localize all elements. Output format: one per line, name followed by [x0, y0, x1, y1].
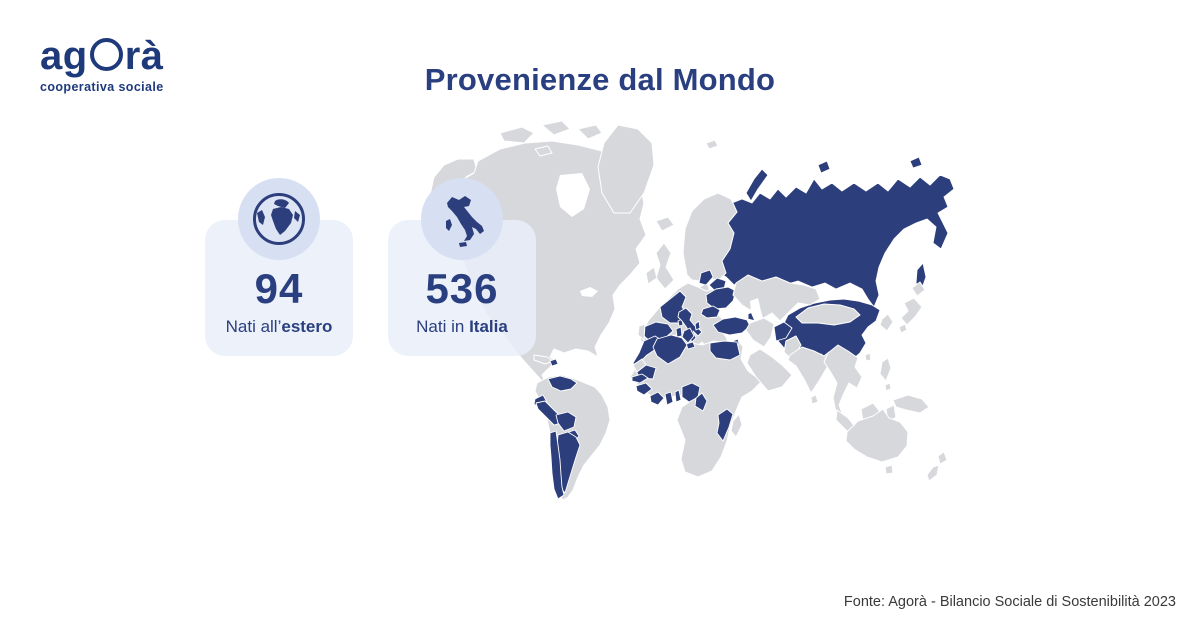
region-korea	[879, 313, 894, 332]
region-new-guinea	[892, 394, 930, 414]
region-india	[787, 346, 834, 394]
region-greenland	[597, 124, 655, 214]
region-southeast-asia	[823, 344, 863, 417]
stat-label-regular: Nati all’	[225, 317, 282, 336]
brand-wordmark: ag rà	[40, 36, 164, 76]
country-cameroon	[694, 392, 708, 412]
country-ivory-coast	[649, 391, 665, 406]
region-novaya-zemlya	[745, 168, 769, 202]
stat-value-born-abroad: 94	[254, 265, 304, 312]
page-title: Provenienze dal Mondo	[424, 62, 776, 97]
region-japan-hokkaido	[911, 281, 926, 297]
region-tasmania	[884, 464, 894, 475]
region-arctic-islands	[577, 124, 603, 140]
country-russia	[708, 174, 955, 308]
italy-icon	[421, 178, 503, 260]
region-arctic-islands	[499, 126, 535, 144]
stat-label-bold: estero	[281, 317, 333, 336]
region-australia	[845, 408, 909, 463]
region-western-sahara	[632, 358, 647, 373]
country-ukraine	[705, 286, 737, 310]
stat-value-born-italy: 536	[425, 265, 499, 312]
region-arabia	[746, 348, 793, 392]
region-sardinia	[675, 326, 683, 338]
country-ghana	[664, 391, 674, 406]
region-new-zealand	[926, 464, 940, 482]
region-japan-honshu	[900, 297, 923, 326]
region-wrangel	[909, 156, 923, 169]
stat-card-born-italy: 536 Nati in Italia	[388, 178, 536, 356]
country-chile	[549, 430, 565, 500]
country-italy	[677, 307, 703, 343]
globe-icon	[238, 178, 320, 260]
region-united-kingdom	[655, 242, 675, 290]
country-dominican-republic	[549, 358, 559, 367]
region-svalbard	[705, 139, 719, 150]
country-algeria	[652, 334, 688, 365]
region-taiwan	[864, 352, 872, 362]
region-sicily	[685, 341, 696, 350]
stat-label-regular: Nati in	[416, 317, 470, 336]
region-portugal	[637, 323, 646, 341]
region-philippines	[879, 357, 892, 382]
brand-logo: ag rà cooperativa sociale	[40, 36, 164, 94]
source-caption: Fonte: Agorà - Bilancio Sociale di Soste…	[843, 594, 1176, 610]
region-new-zealand	[937, 451, 948, 465]
region-arctic-islands	[534, 145, 553, 157]
region-arctic-islands	[541, 120, 571, 136]
country-egypt	[709, 340, 741, 361]
hudson-bay	[556, 173, 590, 217]
country-guinea	[635, 382, 653, 396]
logo-text-ra: rà	[124, 34, 164, 78]
country-belarus	[708, 277, 727, 291]
stat-label-born-italy: Nati in Italia	[388, 317, 536, 337]
region-japan-kyushu	[898, 323, 908, 334]
country-albania	[694, 320, 701, 331]
region-sri-lanka	[810, 394, 819, 405]
logo-o-circle-icon	[89, 38, 123, 71]
region-philippines	[884, 382, 892, 392]
brand-tagline: cooperativa sociale	[40, 80, 164, 94]
logo-text-ag: ag	[40, 34, 88, 78]
region-baltics	[698, 269, 714, 286]
great-lakes	[580, 287, 598, 297]
region-severnaya-zemlya	[817, 160, 831, 174]
country-afghanistan	[773, 321, 793, 342]
country-senegal	[631, 373, 649, 384]
region-iceland	[655, 216, 675, 232]
region-iran	[745, 317, 775, 348]
region-cuba	[533, 354, 554, 365]
region-mongolia	[795, 303, 861, 326]
country-togo-benin	[674, 389, 682, 403]
region-madagascar	[730, 413, 743, 438]
country-bolivia	[555, 411, 577, 432]
stat-label-bold: Italia	[469, 317, 508, 336]
country-mozambique	[716, 408, 734, 442]
country-tunisia	[681, 327, 695, 344]
stat-label-born-abroad: Nati all’estero	[205, 317, 353, 337]
country-venezuela	[547, 375, 578, 392]
country-romania-moldova	[700, 305, 721, 319]
stat-card-born-abroad: 94 Nati all’estero	[205, 178, 353, 356]
region-ireland	[645, 266, 658, 285]
